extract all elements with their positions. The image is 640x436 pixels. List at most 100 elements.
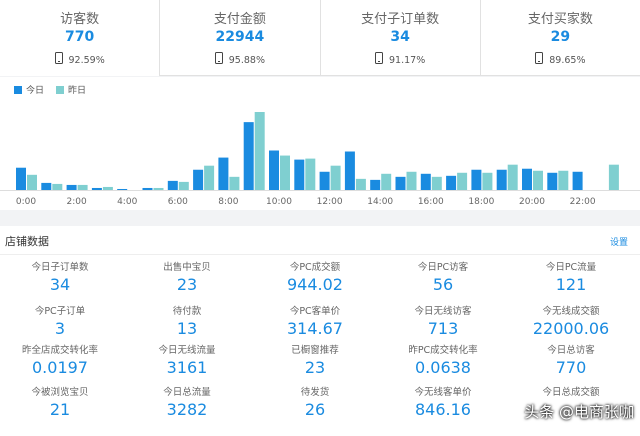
- bar-today-10-00[interactable]: [269, 150, 279, 190]
- bar-yesterday-1-00[interactable]: [52, 183, 63, 190]
- bar-yesterday-0-00[interactable]: [27, 174, 37, 190]
- legend-item-yesterday[interactable]: 昨日: [56, 83, 86, 96]
- bar-yesterday-10-00[interactable]: [280, 155, 290, 190]
- store-metric-value: 0.0638: [415, 358, 471, 377]
- kpi-title: 支付买家数: [527, 12, 593, 27]
- store-metric-label: 今日PC访客: [417, 262, 469, 273]
- bar-yesterday-11-00[interactable]: [305, 158, 316, 190]
- bar-today-7-00[interactable]: [193, 169, 204, 190]
- bar-yesterday-17-00[interactable]: [457, 172, 468, 190]
- store-metric: 今无线成交额 22000.06: [516, 305, 626, 340]
- x-tick-label: 20:00: [519, 197, 545, 207]
- store-metric-label: 今PC成交额: [289, 262, 341, 273]
- store-metric: 待发货 26: [260, 386, 370, 421]
- x-tick-label: 4:00: [117, 197, 137, 207]
- bar-yesterday-20-00[interactable]: [533, 170, 543, 190]
- store-metric: 今PC子订单 3: [5, 305, 115, 340]
- store-metric-value: 0.0197: [32, 358, 88, 377]
- bar-today-11-00[interactable]: [294, 159, 305, 190]
- x-tick-label: 0:00: [16, 197, 36, 207]
- bar-today-6-00[interactable]: [167, 180, 178, 190]
- bar-today-15-00[interactable]: [395, 176, 406, 190]
- legend-swatch-today: [14, 85, 22, 94]
- bar-today-1-00[interactable]: [41, 182, 52, 190]
- bar-today-13-00[interactable]: [344, 151, 355, 190]
- kpi-ratio-row: 89.65%: [481, 52, 640, 66]
- kpi-ratio: 95.88%: [228, 55, 265, 66]
- store-data-panel: 店铺数据 设置 今日子订单数 34 出售中宝贝 23 今PC成交额 944.02 今日PC访…: [0, 226, 640, 436]
- store-metric: 今日子订单数 34: [5, 261, 115, 296]
- bar-today-3-00[interactable]: [91, 187, 102, 190]
- bar-today-14-00[interactable]: [370, 179, 381, 190]
- bar-today-16-00[interactable]: [420, 173, 431, 190]
- kpi-value: 29: [550, 29, 571, 45]
- bar-yesterday-6-00[interactable]: [178, 181, 189, 190]
- store-metric-value: 944.02: [287, 275, 343, 294]
- bar-yesterday-14-00[interactable]: [381, 173, 392, 190]
- bar-today-21-00[interactable]: [547, 172, 558, 190]
- bar-yesterday-12-00[interactable]: [330, 165, 341, 190]
- store-data-header: 店铺数据 设置: [0, 226, 640, 255]
- bar-yesterday-8-00[interactable]: [229, 176, 240, 190]
- bar-yesterday-15-00[interactable]: [406, 171, 417, 190]
- store-metric: 今日无线访客 713: [388, 305, 498, 340]
- bar-yesterday-9-00[interactable]: [254, 112, 265, 190]
- bar-today-0-00[interactable]: [16, 167, 26, 190]
- bar-today-17-00[interactable]: [446, 175, 457, 190]
- bar-yesterday-19-00[interactable]: [507, 164, 518, 190]
- store-metric: 今PC客单价 314.67: [260, 305, 370, 340]
- bar-yesterday-18-00[interactable]: [482, 172, 493, 190]
- kpi-card-sub-orders[interactable]: 支付子订单数 34 91.17%: [320, 0, 481, 76]
- store-metric-label: 今被浏览宝贝: [31, 387, 89, 398]
- kpi-ratio-row: 95.88%: [160, 52, 319, 66]
- kpi-title: 访客数: [60, 12, 100, 27]
- store-data-title: 店铺数据: [5, 235, 49, 248]
- x-tick-label: 14:00: [367, 197, 393, 207]
- phone-icon: [214, 52, 223, 64]
- bar-yesterday-23-00[interactable]: [608, 164, 619, 190]
- bar-today-18-00[interactable]: [471, 169, 482, 190]
- bar-today-12-00[interactable]: [319, 171, 330, 190]
- bar-today-2-00[interactable]: [66, 184, 77, 190]
- store-metric-label: 待发货: [300, 387, 330, 398]
- store-metric: 昨PC成交转化率 0.0638: [388, 344, 498, 379]
- watermark: 头条 @电商张咖: [524, 403, 634, 421]
- bar-today-8-00[interactable]: [218, 157, 229, 190]
- bar-today-20-00[interactable]: [522, 168, 532, 190]
- store-metric-value: 3: [54, 319, 66, 338]
- bar-today-4-00[interactable]: [117, 188, 128, 190]
- store-metric-value: 846.16: [415, 400, 471, 419]
- bar-yesterday-7-00[interactable]: [204, 165, 215, 190]
- kpi-card-payment-amount[interactable]: 支付金额 22944 95.88%: [160, 0, 321, 76]
- kpi-ratio: 89.65%: [549, 55, 586, 66]
- bar-yesterday-3-00[interactable]: [102, 186, 113, 190]
- x-tick-label: 18:00: [468, 197, 494, 207]
- store-metric: 今日无线流量 3161: [132, 344, 242, 379]
- store-metric-label: 今日无线访客: [414, 306, 472, 317]
- store-metric: 今日总成交额: [516, 386, 626, 421]
- bar-today-9-00[interactable]: [243, 122, 254, 190]
- bar-today-5-00[interactable]: [142, 187, 153, 190]
- store-metric: 今无线客单价 846.16: [388, 386, 498, 421]
- store-metric-label: 今无线成交额: [542, 306, 600, 317]
- store-metric: 已橱窗推荐 23: [260, 344, 370, 379]
- bar-yesterday-13-00[interactable]: [355, 178, 366, 190]
- bar-yesterday-21-00[interactable]: [558, 170, 569, 190]
- x-tick-label: 2:00: [66, 197, 86, 207]
- kpi-value: 34: [390, 29, 410, 45]
- bar-today-22-00[interactable]: [572, 171, 583, 190]
- settings-link[interactable]: 设置: [609, 238, 628, 248]
- kpi-value: 770: [65, 29, 95, 45]
- store-metric-label: 今无线客单价: [414, 387, 472, 398]
- kpi-card-buyers[interactable]: 支付买家数 29 89.65%: [480, 0, 640, 76]
- legend-item-today[interactable]: 今日: [14, 83, 44, 96]
- x-tick-label: 8:00: [218, 197, 238, 207]
- bar-today-19-00[interactable]: [496, 169, 507, 190]
- store-metric: 今日PC访客 56: [388, 261, 498, 296]
- store-metric-label: 昨全店成交转化率: [21, 345, 98, 356]
- kpi-card-visitors[interactable]: 访客数 770 92.59%: [0, 0, 161, 76]
- bar-yesterday-2-00[interactable]: [77, 184, 88, 190]
- bar-yesterday-16-00[interactable]: [431, 176, 442, 190]
- chart-legend: 今日 昨日: [14, 83, 86, 96]
- bar-yesterday-5-00[interactable]: [153, 187, 164, 190]
